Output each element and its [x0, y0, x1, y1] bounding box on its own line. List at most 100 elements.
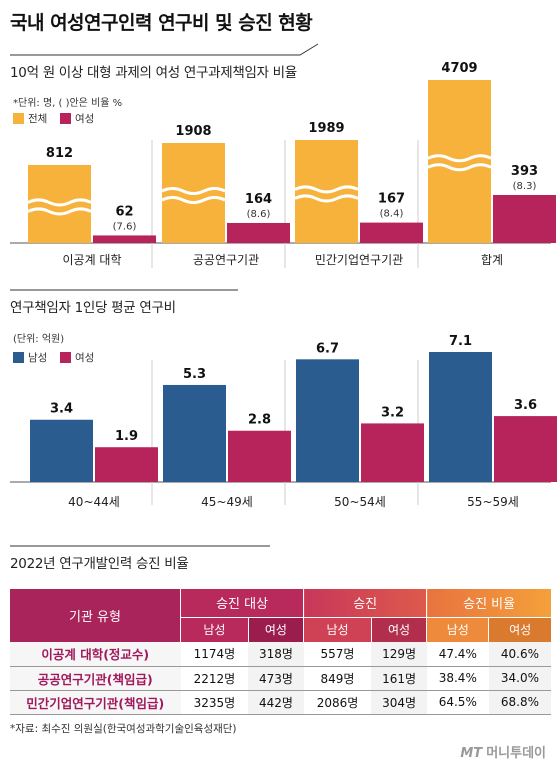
bar-value-label: 7.1	[449, 334, 472, 349]
category-label: 50~54세	[334, 495, 386, 509]
table-title: 2022년 연구개발인력 승진 비율	[10, 556, 189, 572]
header-group-rate: 승진 비율	[426, 589, 551, 617]
subheader-rate-female: 여성	[488, 616, 551, 642]
chart2-title: 연구책임자 1인당 평균 연구비	[10, 300, 176, 316]
bar-male	[163, 384, 226, 482]
row-label-private: 민간기업연구기관(책임급)	[10, 690, 181, 714]
table-cell: 473명	[248, 666, 304, 690]
chart2-unit-note: (단위: 억원)	[13, 334, 65, 345]
category-label: 공공연구기관	[193, 253, 259, 267]
bar-female-value-label: 164	[245, 192, 272, 207]
chart1-unit-note: *단위: 명, ( )안은 비율 %	[13, 98, 123, 109]
bar-value-label: 6.7	[316, 341, 339, 356]
logo-name: 머니투데이	[486, 746, 546, 761]
table-row: 민간기업연구기관(책임급) 3235명 442명 2086명 304명 64.5…	[10, 690, 551, 714]
legend-swatch-total	[13, 113, 24, 124]
table-cell: 1174명	[193, 647, 236, 662]
source-note: *자료: 최수진 의원실(한국여성과학기술인육성재단)	[10, 723, 237, 735]
table-cell: 2212명	[193, 671, 236, 686]
axis-break-wave	[27, 198, 92, 216]
table-cell: 3235명	[193, 695, 236, 710]
bar-value-label: 5.3	[183, 367, 206, 382]
category-label: 45~49세	[201, 495, 253, 509]
chart1-title: 10억 원 이상 대형 과제의 여성 연구과제책임자 비율	[10, 65, 297, 81]
bar-total-value-label: 1989	[308, 121, 344, 136]
bar-total-value-label: 4709	[441, 61, 477, 76]
legend-label-female: 여성	[75, 113, 95, 125]
bar-female	[228, 430, 291, 482]
bar-female-value-label: 62	[115, 204, 133, 219]
header-group-promoted: 승진	[303, 589, 427, 617]
table-cell: 64.5%	[438, 695, 477, 709]
bar-male	[30, 419, 93, 482]
table-cell: 47.4%	[438, 646, 477, 661]
table-cell: 68.8%	[488, 690, 551, 714]
bar-female	[95, 447, 158, 482]
bar-total-value-label: 812	[46, 146, 73, 161]
table-cell: 40.6%	[488, 642, 551, 666]
category-label: 이공계 대학	[62, 253, 121, 267]
axis-break-wave	[294, 185, 359, 203]
category-label: 55~59세	[467, 495, 519, 509]
subheader-target-female: 여성	[247, 616, 304, 642]
legend-swatch-male	[13, 352, 24, 363]
row-label-university: 이공계 대학(정교수)	[10, 642, 181, 666]
bar-female-percent-label: (7.6)	[113, 221, 137, 232]
table-cell: 304명	[371, 690, 427, 714]
bar-female	[493, 195, 556, 243]
legend-swatch-female-2	[60, 352, 71, 363]
bar-female	[361, 423, 424, 482]
bar-female-percent-label: (8.3)	[513, 181, 537, 192]
table-row: 이공계 대학(정교수) 1174명 318명 557명 129명 47.4% 4…	[10, 642, 551, 666]
legend-label-male: 남성	[28, 352, 48, 364]
legend-label-female-2: 여성	[75, 352, 95, 364]
axis-break-wave	[427, 154, 492, 172]
subheader-rate-male: 남성	[426, 616, 489, 642]
table-cell: 38.4%	[438, 671, 477, 685]
chart1-legend-female: 여성	[60, 111, 94, 126]
header-group-target: 승진 대상	[179, 589, 304, 617]
chart2-legend-female: 여성	[60, 350, 94, 365]
bar-female-value-label: 393	[511, 164, 538, 179]
bar-male	[429, 352, 492, 482]
legend-label-total: 전체	[28, 113, 48, 125]
bar-value-label: 1.9	[115, 429, 138, 444]
bar-value-label: 3.4	[50, 402, 73, 417]
publisher-logo: MT 머니투데이	[460, 742, 546, 761]
table-row: 공공연구기관(책임급) 2212명 473명 849명 161명 38.4% 3…	[10, 666, 551, 690]
table-cell: 34.0%	[488, 666, 551, 690]
bar-female-value-label: 167	[378, 192, 405, 207]
bar-female	[494, 416, 557, 482]
category-label: 40~44세	[68, 495, 120, 509]
subheader-target-male: 남성	[180, 616, 249, 642]
table-cell: 2086명	[316, 695, 359, 710]
page-title: 국내 여성연구인력 연구비 및 승진 현황	[10, 12, 313, 34]
chart1-legend-total: 전체	[13, 111, 47, 126]
bar-value-label: 3.2	[381, 405, 404, 420]
chart2-plot: 3.4 1.9 40~44세 5.3 2.8 45~49세 6.7 3.2 50~54세 7.1 3…	[10, 334, 557, 509]
bar-female	[227, 222, 290, 243]
axis-break-wave	[161, 187, 226, 204]
bar-female	[93, 235, 156, 243]
table-cell: 442명	[248, 690, 304, 714]
table-cell: 161명	[371, 666, 427, 690]
category-label: 합계	[481, 253, 503, 267]
legend-swatch-female	[60, 113, 71, 124]
bar-female-percent-label: (8.4)	[380, 209, 404, 220]
bar-female-percent-label: (8.6)	[247, 209, 271, 220]
table-cell: 557명	[320, 647, 355, 662]
bar-male	[296, 359, 359, 482]
subheader-promoted-female: 여성	[370, 616, 427, 642]
row-label-public: 공공연구기관(책임급)	[10, 666, 181, 690]
bar-total-value-label: 1908	[175, 124, 211, 139]
table-cell: 129명	[371, 642, 427, 666]
promotion-table: 기관 유형 승진 대상 승진 승진 비율 남성 여성 남성 여성 남성 여성 이…	[10, 589, 551, 715]
chart1-plot: 812 62 (7.6) 이공계 대학 1908 164 (8.6) 공공연구기관 1989 16…	[10, 61, 556, 268]
header-institution-type: 기관 유형	[10, 589, 181, 642]
category-label: 민간기업연구기관	[315, 253, 403, 267]
table-cell: 318명	[248, 642, 304, 666]
bar-value-label: 2.8	[248, 413, 271, 428]
bar-value-label: 3.6	[514, 398, 537, 413]
table-cell: 849명	[320, 671, 355, 686]
